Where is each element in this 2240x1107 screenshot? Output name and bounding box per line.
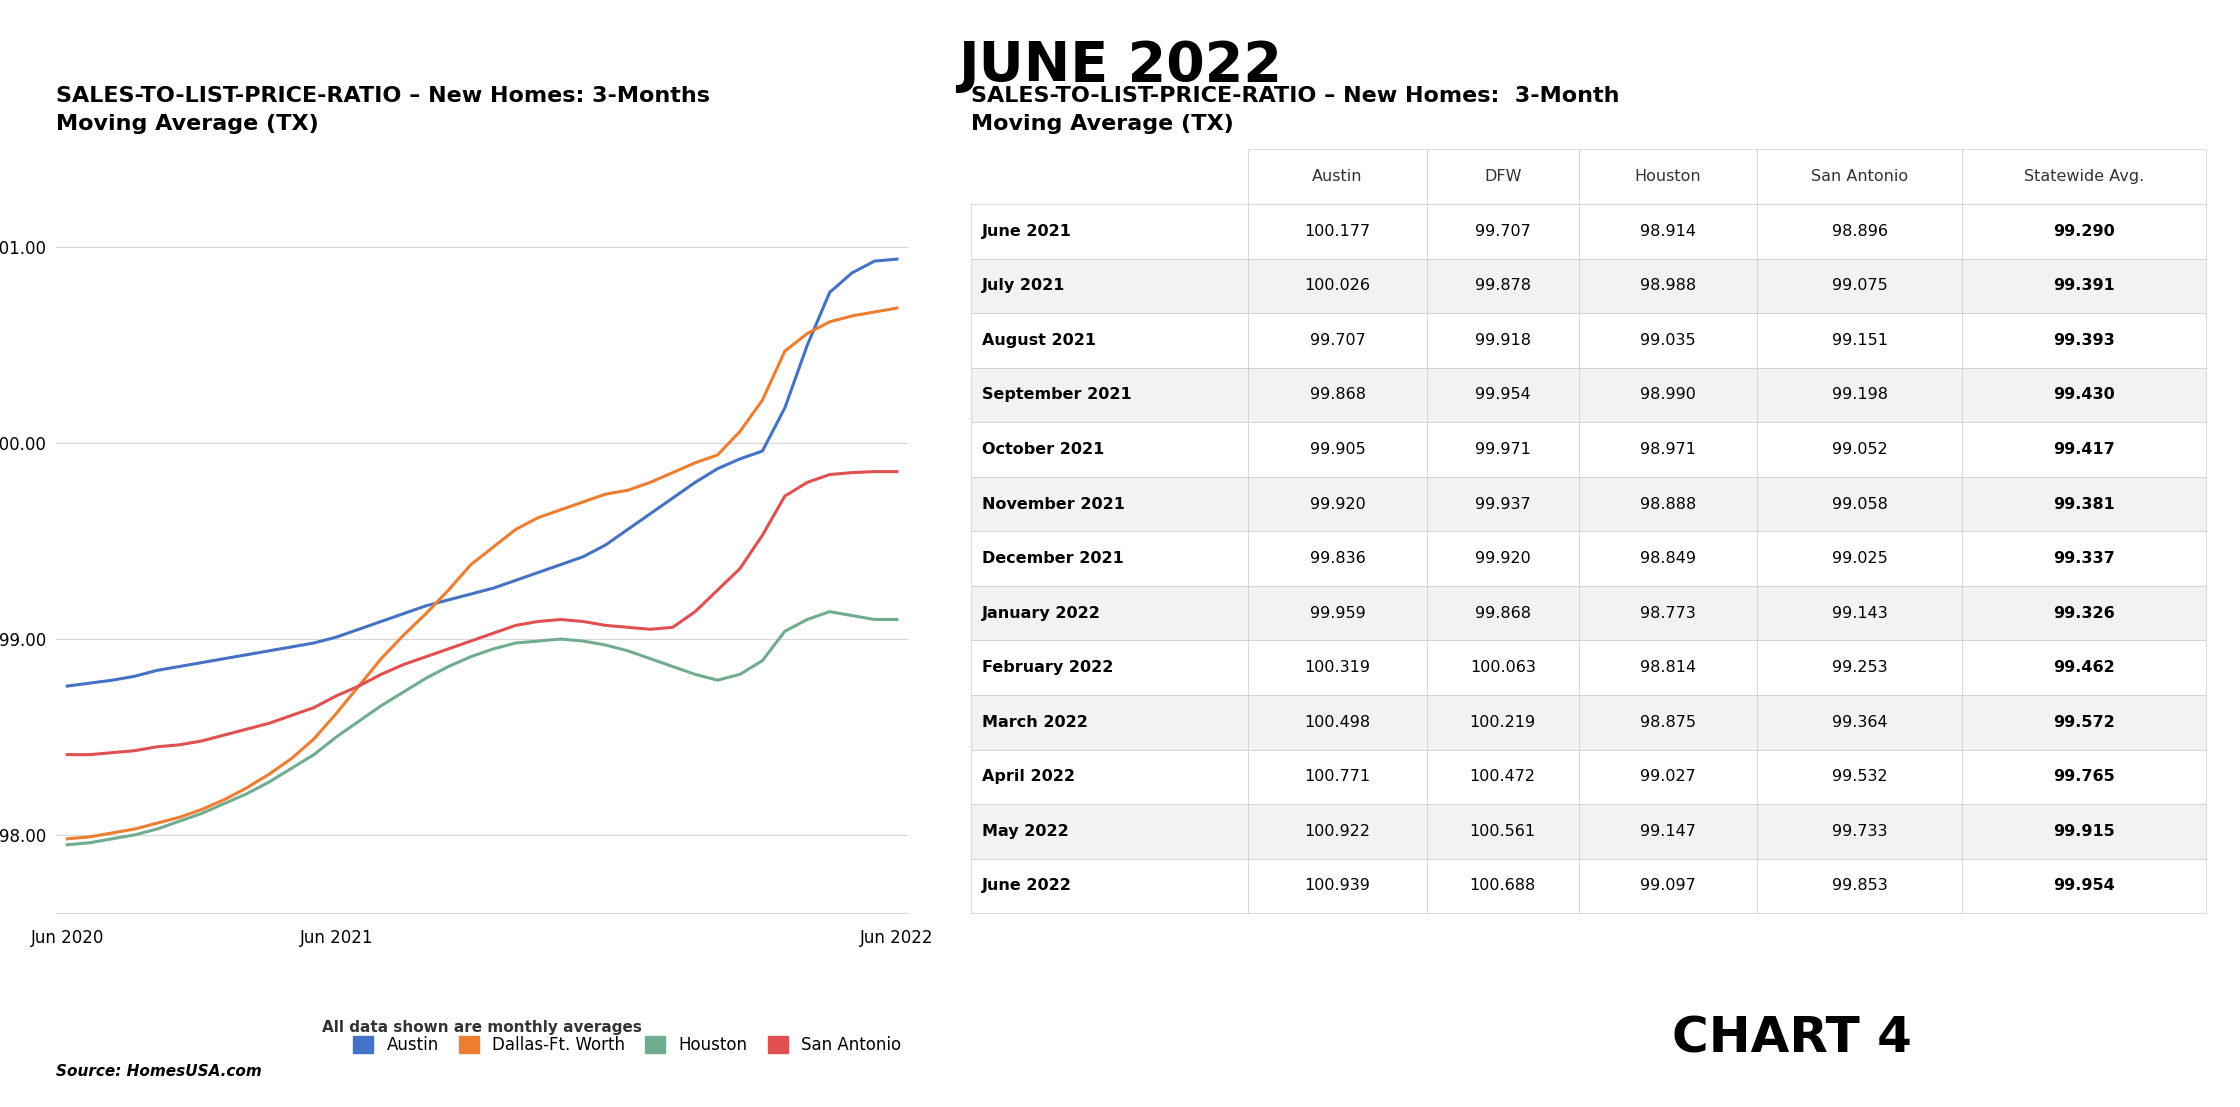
Text: CHART 4: CHART 4 (1671, 1015, 1913, 1063)
Text: All data shown are monthly averages: All data shown are monthly averages (323, 1021, 643, 1035)
Text: SALES-TO-LIST-PRICE-RATIO – New Homes:  3-Month
Moving Average (TX): SALES-TO-LIST-PRICE-RATIO – New Homes: 3… (970, 86, 1620, 134)
Legend: Austin, Dallas-Ft. Worth, Houston, San Antonio: Austin, Dallas-Ft. Worth, Houston, San A… (354, 1036, 900, 1054)
Text: Source: HomesUSA.com: Source: HomesUSA.com (56, 1064, 262, 1079)
Text: SALES-TO-LIST-PRICE-RATIO – New Homes: 3-Months
Moving Average (TX): SALES-TO-LIST-PRICE-RATIO – New Homes: 3… (56, 86, 710, 134)
Text: JUNE 2022: JUNE 2022 (959, 39, 1281, 93)
